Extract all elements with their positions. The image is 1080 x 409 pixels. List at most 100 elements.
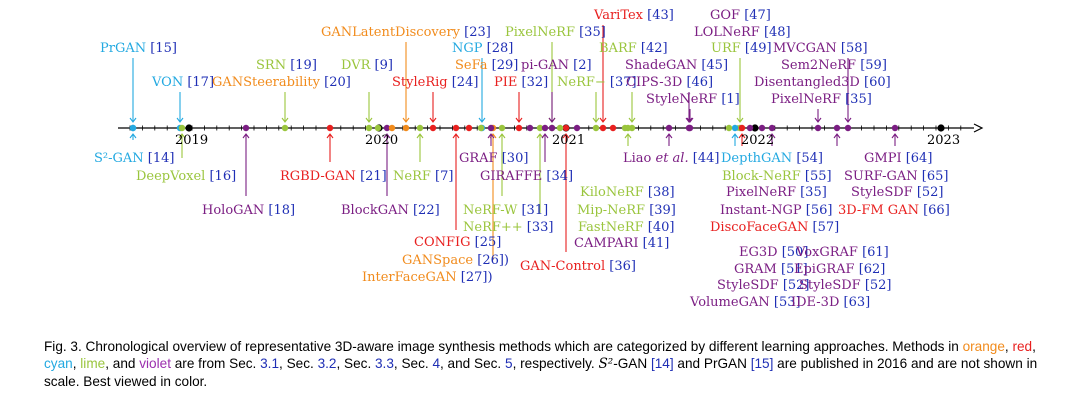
method-marker — [844, 124, 852, 132]
method-name: LOLNeRF — [694, 25, 760, 40]
citation-link[interactable]: [57] — [808, 220, 839, 235]
arrow-head-icon — [416, 133, 424, 139]
citation-link[interactable]: [7] — [431, 169, 454, 184]
method-marker — [416, 124, 424, 132]
arrow-head-icon — [515, 117, 523, 123]
citation-link[interactable]: [30] — [498, 151, 529, 166]
section-link-3-3[interactable]: 3.3 — [375, 356, 394, 371]
method-label-below: CONFIG [25] — [414, 235, 501, 250]
citation-link[interactable]: [52] — [913, 185, 944, 200]
method-name: Disentangled3D — [754, 75, 860, 90]
citation-link[interactable]: [47] — [740, 8, 771, 23]
citation-link[interactable]: [58] — [837, 41, 868, 56]
method-label-above: Sem2NeRF [59] — [781, 58, 887, 73]
citation-link[interactable]: [46] — [682, 75, 713, 90]
method-name: Block-NeRF — [722, 169, 801, 184]
citation-link[interactable]: [22] — [409, 203, 440, 218]
citation-link[interactable]: [37] — [606, 75, 637, 90]
citation-link[interactable]: [62] — [855, 262, 886, 277]
citation-link[interactable]: [1] — [717, 92, 740, 107]
citation-link[interactable]: [18] — [264, 203, 295, 218]
section-link-3-2[interactable]: 3.2 — [317, 356, 337, 371]
citation-link[interactable]: [35] — [796, 185, 827, 200]
ref-link-15[interactable]: [15] — [750, 356, 774, 371]
citation-link[interactable]: [16] — [205, 169, 236, 184]
citation-link[interactable]: [43] — [643, 8, 674, 23]
citation-link[interactable]: [61] — [858, 245, 889, 260]
method-label-below: HoloGAN [18] — [202, 203, 295, 218]
method-label-above: PIE [32] — [494, 75, 548, 90]
citation-link[interactable]: [20] — [320, 75, 351, 90]
caption-text: Chronological overview of representative… — [81, 339, 963, 354]
citation-link[interactable]: [45] — [697, 58, 728, 73]
citation-link[interactable]: [42] — [637, 41, 668, 56]
method-name: StyleSDF — [799, 278, 861, 293]
arrow-head-icon — [628, 117, 636, 123]
method-marker — [383, 124, 391, 132]
citation-link[interactable]: [60] — [860, 75, 891, 90]
citation-link[interactable]: [63] — [839, 295, 870, 310]
method-marker — [326, 124, 334, 132]
citation-link[interactable]: [31] — [517, 203, 548, 218]
citation-link[interactable]: [66] — [919, 203, 950, 218]
citation-link[interactable]: [34] — [542, 169, 573, 184]
method-label-below: NeRF++ [33] — [463, 220, 554, 235]
citation-link[interactable]: [24] — [448, 75, 479, 90]
section-link-4[interactable]: 4 — [432, 356, 440, 371]
citation-link[interactable]: [40] — [644, 220, 675, 235]
arrow-head-icon — [129, 133, 137, 139]
caption-text: , and Sec. — [440, 356, 505, 371]
citation-link[interactable]: [36] — [605, 259, 636, 274]
citation-link[interactable]: [23] — [460, 25, 491, 40]
arrow-head-icon — [487, 133, 495, 139]
citation-link[interactable]: [15] — [146, 41, 177, 56]
citation-link[interactable]: [41] — [639, 236, 670, 251]
citation-link[interactable]: [17] — [183, 75, 214, 90]
arrow-head-icon — [592, 117, 600, 123]
section-link-3-1[interactable]: 3.1 — [260, 356, 280, 371]
caption-text: are published in 2016 and are not shown … — [44, 356, 1038, 389]
arrow-head-icon — [768, 133, 776, 139]
citation-link[interactable]: [19] — [286, 58, 317, 73]
method-name: VON — [151, 75, 183, 90]
citation-link[interactable]: [21] — [356, 169, 387, 184]
citation-link[interactable]: [28] — [483, 41, 514, 56]
ref-link-14[interactable]: [14] — [650, 356, 674, 371]
citation-link[interactable]: [49] — [741, 41, 772, 56]
citation-link[interactable]: [35] — [575, 25, 606, 40]
citation-link[interactable]: [53] — [770, 295, 801, 310]
citation-link[interactable]: [59] — [856, 58, 887, 73]
citation-link[interactable]: [38] — [644, 185, 675, 200]
citation-link[interactable]: [50] — [778, 245, 809, 260]
arrow-head-icon — [176, 117, 184, 123]
citation-link[interactable]: [2] — [569, 58, 592, 73]
section-link-5[interactable]: 5 — [505, 356, 513, 371]
citation-link[interactable]: [26]) — [473, 253, 509, 268]
citation-link[interactable]: [35] — [841, 92, 872, 107]
citation-link[interactable]: [52] — [779, 278, 810, 293]
citation-link[interactable]: [27]) — [457, 270, 493, 285]
citation-link[interactable]: [56] — [802, 203, 833, 218]
method-marker — [429, 124, 437, 132]
citation-link[interactable]: [51] — [777, 262, 808, 277]
arrow-head-icon — [736, 117, 744, 123]
citation-link[interactable]: [9] — [370, 58, 393, 73]
method-label-below: InterFaceGAN [27]) — [362, 270, 493, 285]
citation-link[interactable]: [25] — [471, 235, 502, 250]
citation-link[interactable]: [48] — [760, 25, 791, 40]
citation-link[interactable]: [64] — [902, 151, 933, 166]
citation-link[interactable]: [44] — [689, 151, 720, 166]
citation-link[interactable]: [65] — [918, 169, 949, 184]
citation-link[interactable]: [39] — [645, 203, 676, 218]
citation-link[interactable]: [55] — [801, 169, 832, 184]
method-name: FastNeRF — [578, 220, 644, 235]
caption-text: , respectively. — [512, 356, 599, 371]
citation-link[interactable]: [52] — [861, 278, 892, 293]
citation-link[interactable]: [32] — [517, 75, 548, 90]
citation-link[interactable]: [54] — [792, 151, 823, 166]
method-label-below: PixelNeRF [35] — [726, 185, 827, 200]
citation-link[interactable]: [29] — [488, 58, 519, 73]
citation-link[interactable]: [33] — [523, 220, 554, 235]
citation-link[interactable]: [14] — [144, 151, 175, 166]
method-name: ShadeGAN — [625, 58, 697, 73]
